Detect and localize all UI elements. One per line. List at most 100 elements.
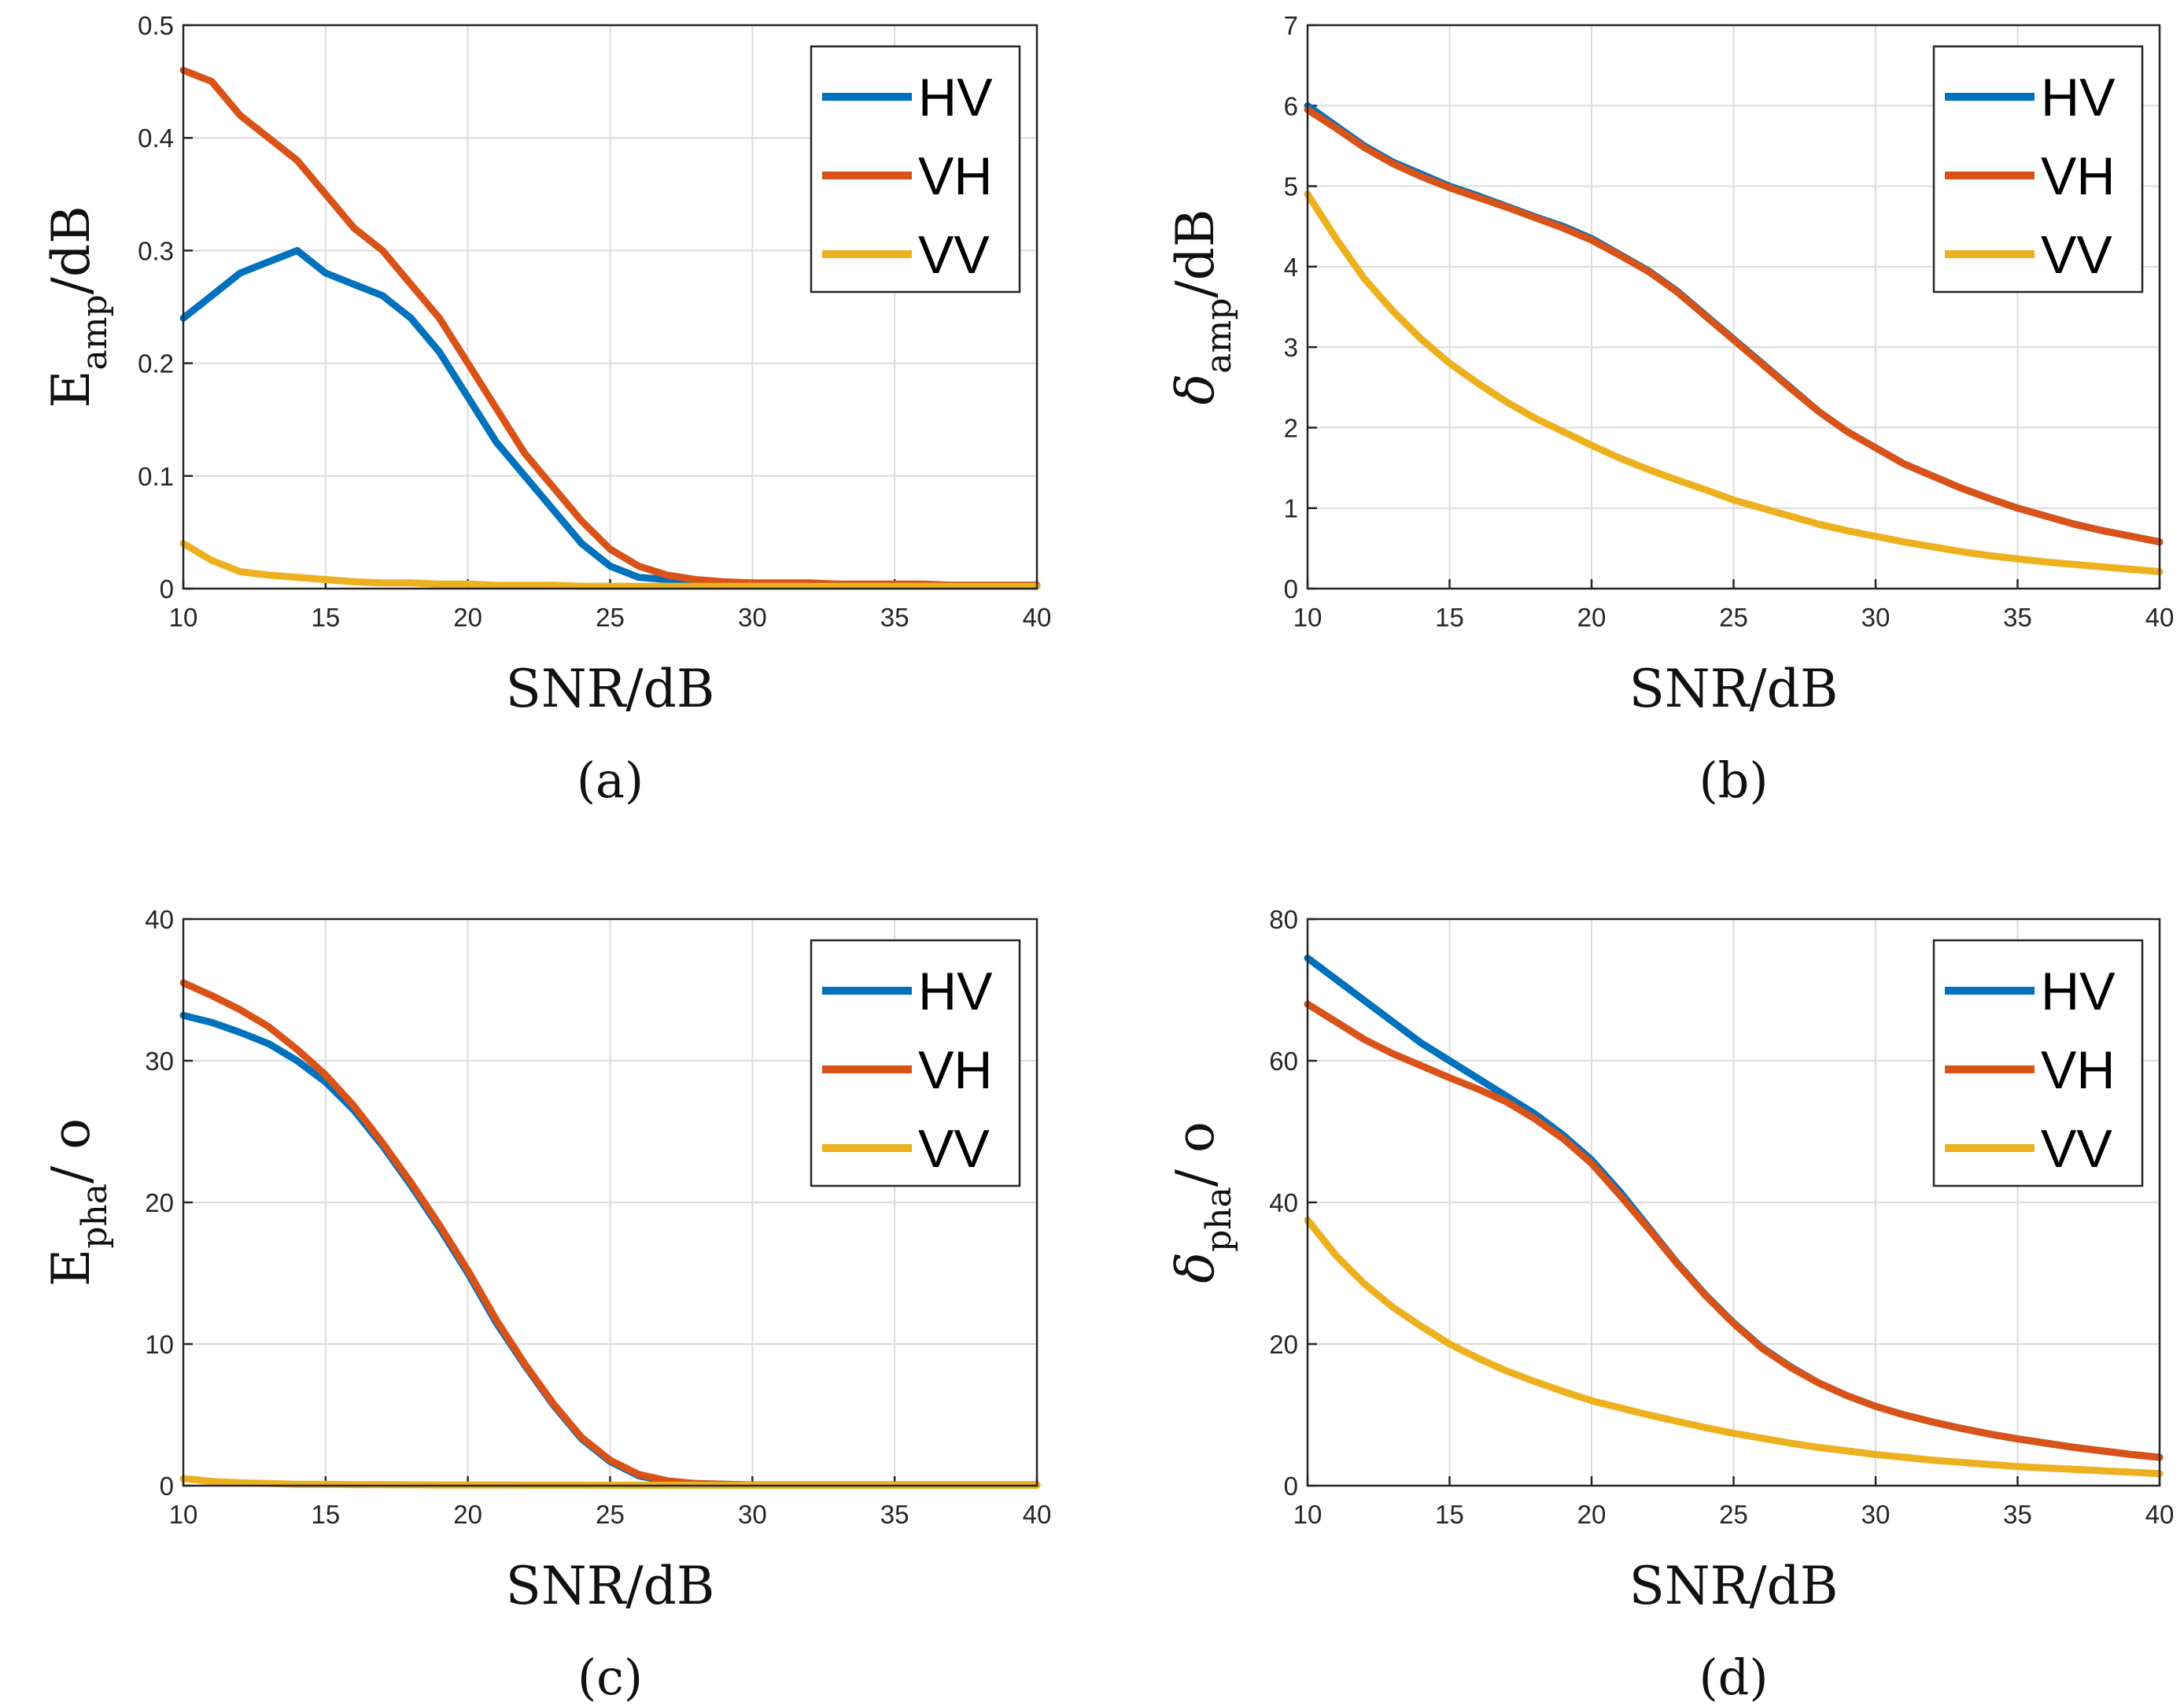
y-tick-label: 0.3 <box>138 236 174 265</box>
y-tick-label: 0.4 <box>138 124 174 153</box>
y-tick-label: 0 <box>1284 1472 1298 1501</box>
y-label-symbol: E <box>41 370 101 408</box>
y-label-symbol: δ <box>1165 1252 1226 1283</box>
legend-label-vv: VV <box>2041 225 2112 285</box>
y-tick-label: 6 <box>1284 91 1298 120</box>
y-label-suffix: /dB <box>41 205 101 294</box>
x-tick-label: 10 <box>1293 1500 1323 1529</box>
y-label-symbol: E <box>41 1249 101 1287</box>
y-label-suffix: / o <box>41 1118 101 1183</box>
y-tick-label: 2 <box>1284 413 1298 442</box>
x-axis-label: SNR/dB <box>506 659 715 719</box>
chart-panel-4: 10 15 20 25 30 35 40 0 20 40 60 80 HV VH VV SNR/dB δpha/… <box>1165 905 2174 1706</box>
y-tick-label: 0 <box>1284 574 1298 604</box>
y-axis-label: Eamp/dB <box>41 205 115 408</box>
chart-panel-1: 10 15 20 25 30 35 40 0 0.1 0.2 0.3 0.4 0.5 HV VH VV SNR/… <box>41 11 1051 809</box>
x-tick-label: 25 <box>596 1500 625 1529</box>
y-tick-label: 80 <box>1269 905 1298 934</box>
legend-label-vh: VH <box>2041 1040 2115 1100</box>
x-tick-label: 35 <box>2003 1500 2032 1529</box>
y-label-suffix: /dB <box>1165 209 1226 298</box>
y-tick-label: 10 <box>145 1330 174 1359</box>
y-tick-label: 30 <box>145 1047 174 1076</box>
legend-label-hv: HV <box>918 68 993 127</box>
x-axis-label: SNR/dB <box>1629 1556 1839 1616</box>
legend-label-vh: VH <box>918 146 992 206</box>
y-label-suffix: / o <box>1165 1121 1226 1187</box>
x-tick-label: 35 <box>880 1500 909 1529</box>
y-tick-label: 7 <box>1284 11 1298 40</box>
x-tick-label: 30 <box>738 603 767 632</box>
legend: HV VH VV <box>810 939 1021 1187</box>
y-tick-label: 1 <box>1284 494 1298 523</box>
y-tick-label: 0.2 <box>138 349 174 378</box>
series-line-vv <box>1304 1217 2164 1478</box>
legend-label-vh: VH <box>918 1040 992 1100</box>
y-label-subscript: amp <box>1199 298 1239 374</box>
y-tick-label: 20 <box>1269 1330 1298 1359</box>
x-tick-label: 10 <box>169 603 198 632</box>
x-tick-label: 20 <box>1577 603 1607 632</box>
x-tick-label: 25 <box>1719 603 1748 632</box>
y-axis-label: δamp/dB <box>1165 209 1239 405</box>
series-line-vh <box>1304 1000 2164 1461</box>
panel-caption: (d) <box>1699 1649 1768 1706</box>
panel-caption: (b) <box>1699 751 1768 809</box>
y-tick-label: 5 <box>1284 172 1298 201</box>
y-label-subscript: pha <box>75 1183 115 1249</box>
legend-label-vv: VV <box>2041 1119 2112 1179</box>
chart-panel-3: 10 15 20 25 30 35 40010203040HVVHVVSNR/dBEpha/… <box>41 905 1051 1706</box>
x-tick-label: 35 <box>880 603 909 632</box>
y-tick-label: 60 <box>1269 1047 1298 1076</box>
y-tick-label: 3 <box>1284 333 1298 362</box>
legend-label-hv: HV <box>2041 962 2116 1021</box>
y-tick-label: 0 <box>160 574 174 604</box>
x-axis-label: SNR/dB <box>506 1556 715 1616</box>
legend: HV VH VV <box>810 45 1021 294</box>
x-tick-label: 15 <box>1435 603 1464 632</box>
x-tick-label: 20 <box>1577 1500 1607 1529</box>
plot-frame <box>182 24 1039 590</box>
panel-caption: (a) <box>577 751 644 809</box>
x-tick-label: 30 <box>1861 1500 1891 1529</box>
x-tick-label: 35 <box>2003 603 2032 632</box>
y-tick-label: 0.5 <box>138 11 174 40</box>
plot-frame <box>1306 24 2161 590</box>
x-tick-label: 15 <box>311 603 340 632</box>
x-tick-label: 40 <box>1023 1500 1052 1529</box>
x-tick-label: 25 <box>1719 1500 1748 1529</box>
y-tick-label: 40 <box>145 905 174 934</box>
x-tick-label: 20 <box>453 603 482 632</box>
legend: HV VH VV <box>1932 939 2144 1187</box>
y-tick-label: 40 <box>1269 1188 1298 1217</box>
series-line-vh <box>1304 105 2164 546</box>
y-axis-label: δpha/ o <box>1165 1121 1239 1283</box>
plot-frame <box>182 918 1039 1487</box>
legend-label-hv: HV <box>2041 68 2116 127</box>
y-tick-label: 0.1 <box>138 462 174 491</box>
x-tick-label: 10 <box>1293 603 1323 632</box>
y-label-subscript: pha <box>1199 1187 1239 1252</box>
x-tick-label: 25 <box>596 603 625 632</box>
plot-frame <box>1306 918 2161 1487</box>
x-tick-label: 30 <box>1861 603 1891 632</box>
x-tick-label: 10 <box>169 1500 198 1529</box>
y-tick-label: 20 <box>145 1188 174 1217</box>
legend-label-vv: VV <box>918 1119 990 1179</box>
x-axis-label: SNR/dB <box>1629 659 1839 719</box>
x-tick-label: 40 <box>1023 603 1052 632</box>
y-tick-label: 0 <box>160 1472 174 1501</box>
x-tick-label: 15 <box>311 1500 340 1529</box>
x-tick-label: 40 <box>2145 603 2175 632</box>
y-axis-label: Epha/ o <box>41 1118 115 1287</box>
legend-label-hv: HV <box>918 962 993 1021</box>
x-tick-label: 15 <box>1435 1500 1464 1529</box>
x-tick-label: 40 <box>2145 1500 2175 1529</box>
series-line-vv <box>1304 190 2164 575</box>
legend-label-vh: VH <box>2041 146 2115 206</box>
x-tick-label: 30 <box>738 1500 767 1529</box>
panel-caption: (c) <box>577 1649 643 1706</box>
legend-label-vv: VV <box>918 225 990 285</box>
y-tick-label: 4 <box>1284 253 1298 282</box>
